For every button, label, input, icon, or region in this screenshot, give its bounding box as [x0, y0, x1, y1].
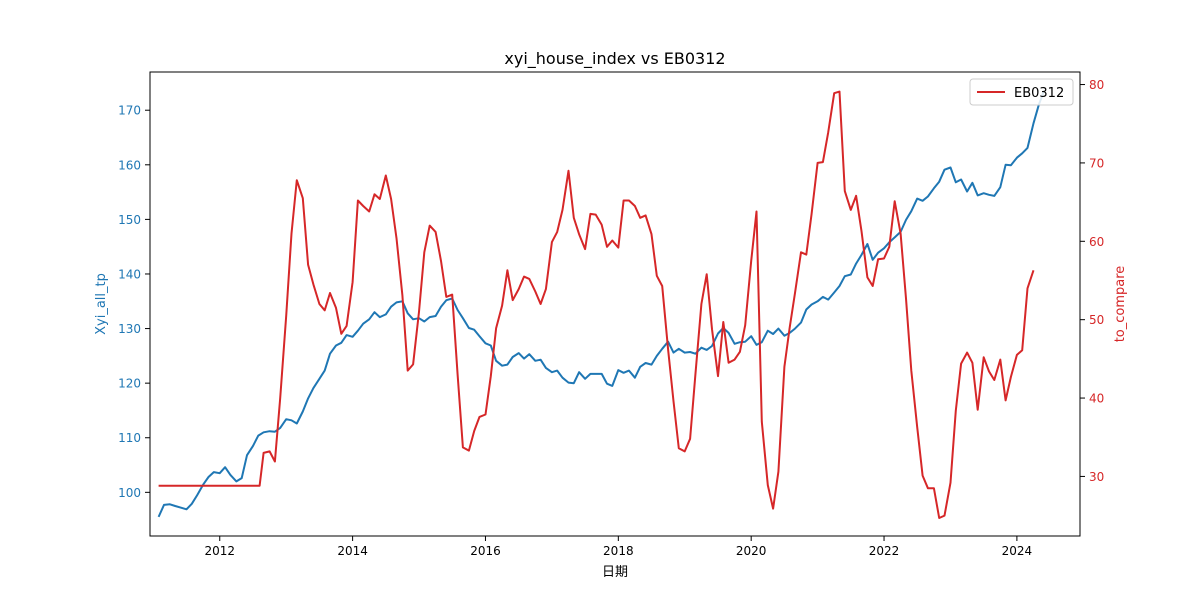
y-left-tick-label: 150 [118, 213, 141, 227]
legend: EB0312 [969, 78, 1074, 106]
x-tick-label: 2018 [603, 544, 634, 558]
y-right-tick-label: 80 [1089, 78, 1104, 92]
y-left-tick-label: 170 [118, 104, 141, 118]
legend-box [969, 78, 1074, 106]
y-right-tick-label: 30 [1089, 470, 1104, 484]
chart-title: xyi_house_index vs EB0312 [504, 49, 725, 69]
x-tick-label: 2014 [337, 544, 368, 558]
y-right-tick-label: 40 [1089, 392, 1104, 406]
y-left-tick-label: 160 [118, 158, 141, 172]
y-left-tick-label: 130 [118, 322, 141, 336]
y-axis-left: 100 110 120 130 140 150 160 170 [118, 104, 150, 500]
x-tick-label: 2022 [869, 544, 900, 558]
x-tick-label: 2016 [470, 544, 501, 558]
x-tick-label: 2024 [1002, 544, 1033, 558]
legend-label-eb0312: EB0312 [1014, 86, 1064, 101]
y-left-tick-label: 110 [118, 431, 141, 445]
x-tick-label: 2020 [736, 544, 767, 558]
x-tick-label: 2012 [204, 544, 235, 558]
x-axis: 2012 2014 2016 2018 2020 2022 2024 [204, 536, 1032, 558]
y-axis-right: 30 40 50 60 70 80 [1080, 78, 1104, 484]
series-line-xyi-all-tp [157, 90, 1046, 518]
series-layer [157, 90, 1046, 519]
y-right-tick-label: 50 [1089, 313, 1104, 327]
y-right-tick-label: 70 [1089, 156, 1104, 170]
series-line-eb0312 [158, 90, 1035, 519]
x-axis-label: 日期 [602, 565, 628, 580]
y-axis-left-label: Xyi_all_tp [94, 273, 109, 335]
plot-frame [149, 71, 1081, 537]
y-right-tick-label: 60 [1089, 235, 1104, 249]
y-left-tick-label: 100 [118, 486, 141, 500]
y-left-tick-label: 120 [118, 377, 141, 391]
y-left-tick-label: 140 [118, 267, 141, 281]
y-axis-right-label: to_compare [1113, 266, 1128, 343]
